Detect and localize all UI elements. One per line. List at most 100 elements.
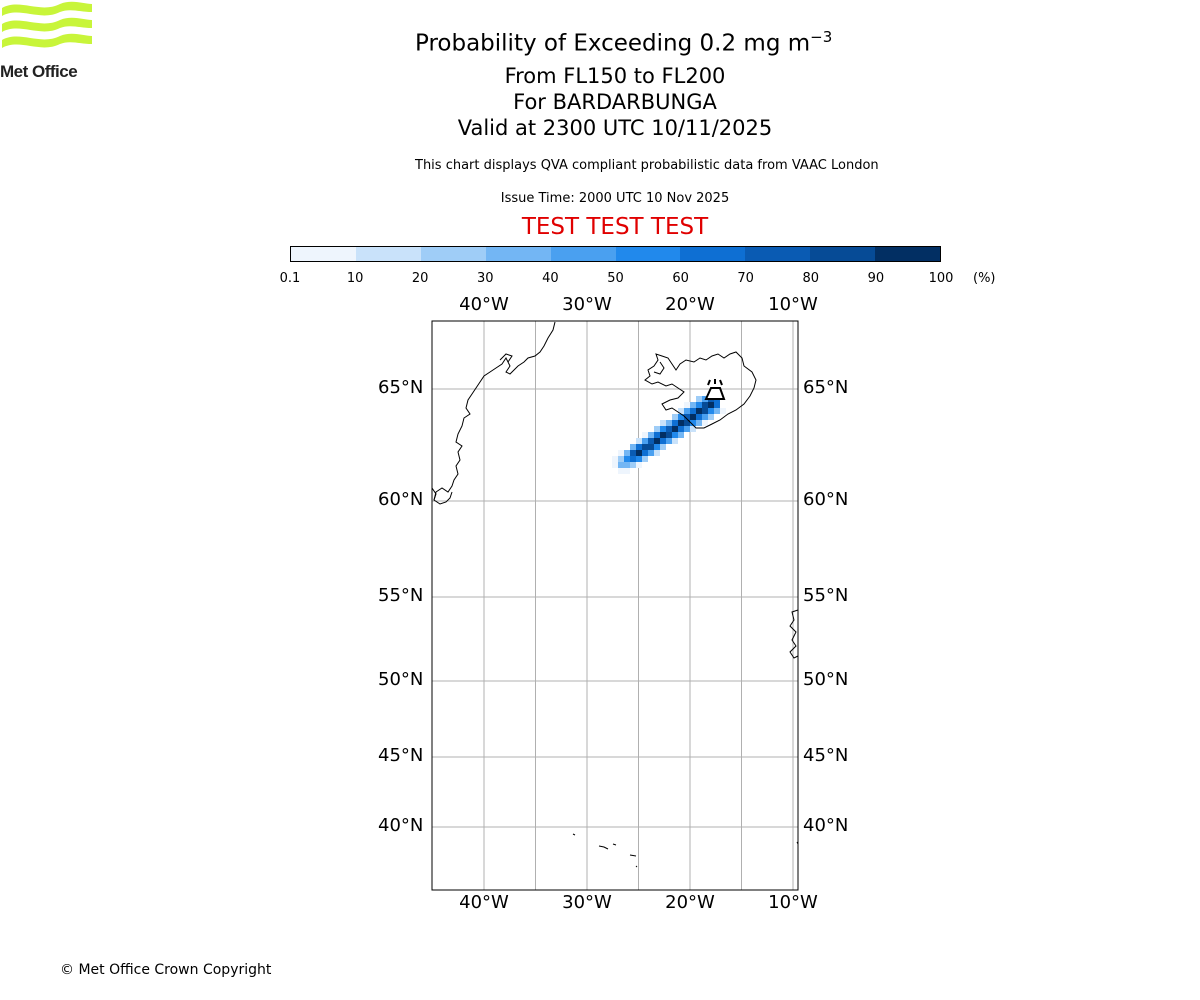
- plume-cell: [672, 432, 678, 438]
- plume-cell: [630, 462, 636, 468]
- plume-cell: [642, 438, 648, 444]
- colorbar-tick-label: 10: [346, 271, 364, 286]
- latitude-label: 50°N: [803, 669, 849, 690]
- plume-cell: [618, 456, 624, 462]
- plume-cell: [636, 462, 642, 468]
- plume-cell: [678, 408, 684, 414]
- plume-cell: [708, 402, 714, 408]
- met-office-logo: Met Office: [0, 0, 94, 84]
- plume-cell: [690, 420, 696, 426]
- plume-cell: [690, 414, 696, 420]
- plume-cell: [684, 420, 690, 426]
- plume-cell: [660, 420, 666, 426]
- valid-time-title: Valid at 2300 UTC 10/11/2025: [457, 116, 773, 140]
- colorbar-unit: (%): [973, 271, 996, 286]
- graticule: [432, 321, 798, 890]
- plume-cell: [648, 432, 654, 438]
- plume-cell: [648, 438, 654, 444]
- plume-cell: [690, 426, 696, 432]
- colorbar-tick-label: 40: [542, 271, 559, 286]
- plume-cell: [672, 438, 678, 444]
- colorbar-segment: [810, 247, 876, 261]
- plume-cell: [708, 408, 714, 414]
- plume-cell: [648, 450, 654, 456]
- latitude-label: 65°N: [378, 377, 424, 398]
- plume-cell: [684, 402, 690, 408]
- volcano-icon: [704, 379, 726, 400]
- colorbar-segment: [745, 247, 811, 261]
- longitude-label: 30°W: [562, 294, 612, 315]
- plume-cell: [696, 402, 702, 408]
- longitude-label: 40°W: [459, 294, 509, 315]
- latitude-label: 40°N: [378, 815, 424, 836]
- plume-cell: [678, 414, 684, 420]
- volcano-title: For BARDARBUNGA: [513, 90, 717, 114]
- colorbar-tick-label: 70: [737, 271, 754, 286]
- issue-time: Issue Time: 2000 UTC 10 Nov 2025: [500, 191, 730, 206]
- plume-cell: [618, 450, 624, 456]
- plume-cell: [612, 456, 618, 462]
- map-frame: [431, 320, 799, 891]
- plume-cell: [642, 432, 648, 438]
- chart-title: Probability of Exceeding 0.2 mg m−3: [415, 28, 832, 57]
- plume-cell: [654, 432, 660, 438]
- test-banner: TEST TEST TEST: [521, 214, 709, 240]
- iceland-coast: [644, 351, 757, 429]
- plume-cell: [660, 426, 666, 432]
- plume-cell: [654, 438, 660, 444]
- plume-cell: [702, 420, 708, 426]
- latitude-label: 45°N: [803, 745, 849, 766]
- plume-cell: [648, 444, 654, 450]
- plume-cell: [636, 450, 642, 456]
- plume-cell: [660, 444, 666, 450]
- latitude-label: 65°N: [803, 377, 849, 398]
- plume-cell: [684, 408, 690, 414]
- latitude-label: 55°N: [803, 585, 849, 606]
- colorbar-tick-label: 100: [928, 271, 954, 286]
- plume-cell: [684, 414, 690, 420]
- plume-cell: [636, 438, 642, 444]
- plume-cell: [624, 462, 630, 468]
- plume-cell: [684, 426, 690, 432]
- uk-coast: [789, 609, 799, 659]
- plume-cell: [666, 420, 672, 426]
- longitude-label: 40°W: [459, 892, 509, 913]
- colorbar: [290, 246, 941, 262]
- plume-cell: [696, 408, 702, 414]
- plume-cell: [678, 432, 684, 438]
- flight-level-title: From FL150 to FL200: [504, 64, 726, 88]
- title-main: Probability of Exceeding 0.2 mg m: [415, 30, 811, 57]
- longitude-label: 10°W: [768, 294, 818, 315]
- greenland-coast: [433, 321, 556, 505]
- plume-cell: [654, 426, 660, 432]
- plume-cell: [636, 444, 642, 450]
- plume-cell: [720, 408, 726, 414]
- copyright-notice: © Met Office Crown Copyright: [60, 962, 272, 978]
- plume-cell: [672, 420, 678, 426]
- plume-cell: [702, 408, 708, 414]
- plume-cell: [690, 408, 696, 414]
- latitude-label: 45°N: [378, 745, 424, 766]
- colorbar-tick-label: 30: [477, 271, 494, 286]
- colorbar-tick-label: 50: [607, 271, 624, 286]
- colorbar-segment: [875, 247, 941, 261]
- longitude-label: 30°W: [562, 892, 612, 913]
- title-exponent: −3: [810, 28, 833, 46]
- plume-cell: [666, 432, 672, 438]
- plume-cell: [630, 444, 636, 450]
- plume-cell: [696, 420, 702, 426]
- plume-cell: [612, 462, 618, 468]
- plume-cell: [630, 456, 636, 462]
- coastlines: [431, 321, 799, 868]
- plume-cell: [642, 456, 648, 462]
- plume-cell: [654, 450, 660, 456]
- plume-cell: [654, 444, 660, 450]
- chart-description: This chart displays QVA compliant probab…: [415, 158, 879, 173]
- colorbar-segment: [680, 247, 746, 261]
- plume-cell: [672, 426, 678, 432]
- longitude-label: 20°W: [665, 294, 715, 315]
- plume-cell: [690, 402, 696, 408]
- ash-probability-plume: [612, 396, 726, 474]
- logo-text: Met Office: [0, 62, 78, 81]
- plume-cell: [660, 432, 666, 438]
